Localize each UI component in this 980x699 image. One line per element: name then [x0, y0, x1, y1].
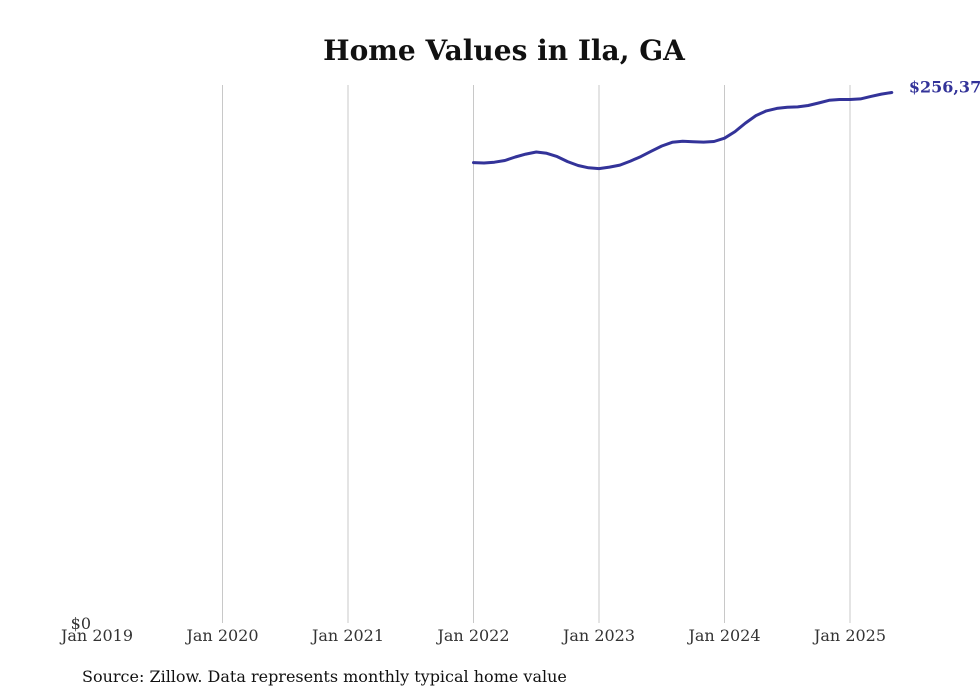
x-tick-label: Jan 2019	[59, 626, 133, 645]
x-tick-label: Jan 2024	[686, 626, 760, 645]
chart-title: Home Values in Ila, GA	[323, 34, 686, 67]
x-tick-label: Jan 2023	[561, 626, 635, 645]
x-tick-label: Jan 2020	[184, 626, 258, 645]
x-tick-label: Jan 2022	[435, 626, 509, 645]
x-axis: Jan 2019 Jan 2020 Jan 2021 Jan 2022 Jan 2023…	[59, 626, 886, 645]
gridlines	[222, 85, 851, 623]
y-tick-label: $0	[71, 614, 91, 633]
y-axis: $0	[71, 614, 91, 633]
series-layer: $256,376	[472, 77, 980, 171]
home-value-line	[472, 91, 894, 171]
source-note: Source: Zillow. Data represents monthly …	[82, 667, 567, 686]
x-tick-label: Jan 2025	[812, 626, 886, 645]
x-tick-label: Jan 2021	[310, 626, 384, 645]
latest-value-label: $256,376	[909, 77, 980, 96]
